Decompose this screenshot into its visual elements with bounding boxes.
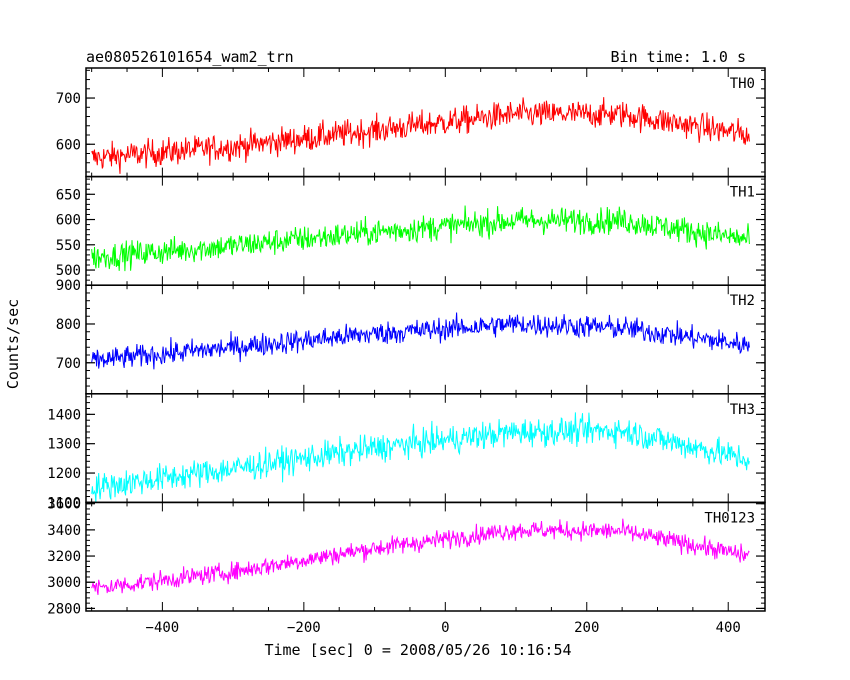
y-tick-label: 3600	[47, 497, 81, 513]
y-tick-label: 3400	[47, 523, 81, 539]
y-tick-label: 600	[56, 213, 81, 229]
series-line-th0123	[91, 518, 750, 595]
y-tick-label: 800	[56, 317, 81, 333]
y-tick-label: 600	[56, 137, 81, 153]
chart-title: ae080526101654_wam2_trn	[86, 48, 294, 66]
panel-label: TH1	[730, 185, 755, 201]
x-tick-label: 400	[716, 620, 741, 636]
panel-frame	[85, 501, 766, 612]
series-line-th1	[91, 205, 750, 272]
panel-th0123: 2800 3000 3200 3400 3600 TH0123	[47, 497, 766, 617]
panel-label: TH0	[730, 76, 755, 92]
panel-th0: 600 700 TH0	[56, 67, 766, 178]
panel-label: TH3	[730, 402, 755, 418]
y-tick-label: 1200	[47, 466, 81, 482]
y-tick-label: 1300	[47, 437, 81, 453]
x-axis-label: Time [sec] 0 = 2008/05/26 10:16:54	[264, 641, 571, 659]
y-tick-label: 700	[56, 356, 81, 372]
series-line-th2	[91, 312, 750, 370]
y-tick-label: 650	[56, 187, 81, 203]
y-tick-label: 550	[56, 238, 81, 254]
panel-th2: 700 800 900 TH2	[56, 278, 766, 395]
y-tick-label: 500	[56, 263, 81, 279]
y-tick-label: 2800	[47, 601, 81, 617]
y-tick-label: 3200	[47, 549, 81, 565]
x-tick-labels: −400 −200 0 200 400	[146, 620, 741, 636]
y-axis-label: Counts/sec	[4, 299, 22, 389]
x-tick-label: −200	[287, 620, 321, 636]
panel-th1: 500 550 600 650 TH1	[56, 175, 766, 286]
x-tick-label: −400	[146, 620, 180, 636]
y-tick-label: 1100	[47, 495, 81, 511]
y-tick-label: 900	[56, 278, 81, 294]
panel-th3: 1100 1200 1300 1400 TH3	[47, 393, 766, 511]
y-tick-label: 1400	[47, 407, 81, 423]
series-line-th0	[91, 97, 750, 174]
panel-frame	[85, 175, 766, 286]
x-tick-label: 0	[441, 620, 449, 636]
bin-time-label: Bin time: 1.0 s	[611, 48, 746, 66]
panels: 600 700 TH0 500 550 600 650 TH1 700 800 900 TH2 1100…	[47, 67, 766, 617]
y-tick-label: 700	[56, 91, 81, 107]
panel-label: TH0123	[704, 510, 755, 526]
panel-label: TH2	[730, 293, 755, 309]
y-tick-label: 3000	[47, 575, 81, 591]
x-tick-label: 200	[574, 620, 599, 636]
series-line-th3	[91, 412, 750, 503]
